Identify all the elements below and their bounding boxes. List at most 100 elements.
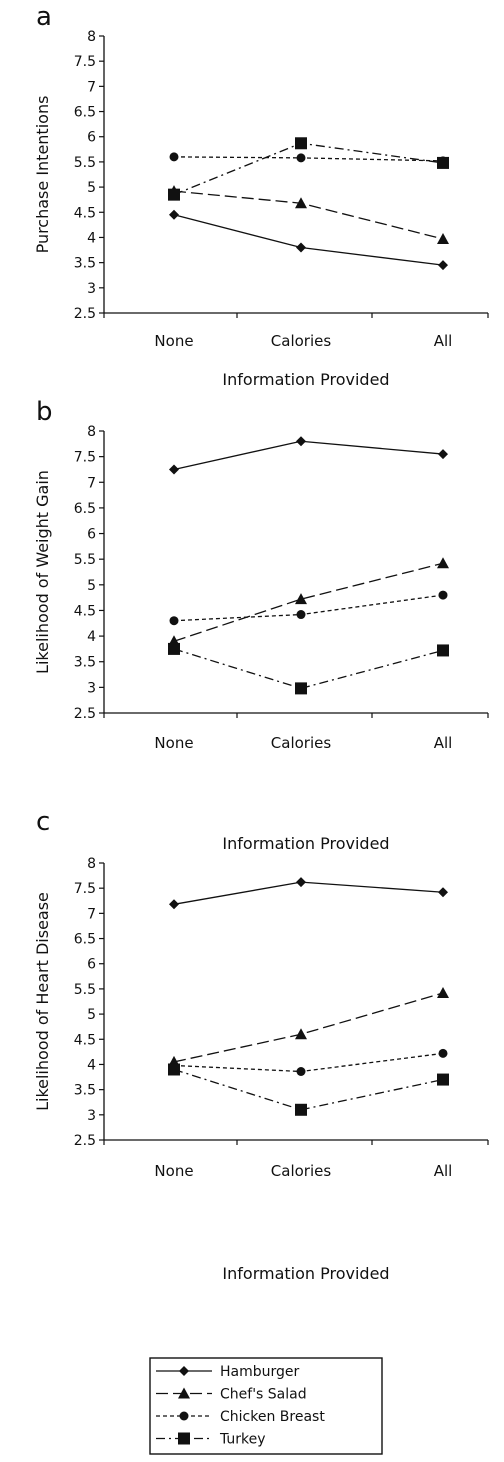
- panel-label: c: [36, 807, 50, 837]
- legend-label: Turkey: [219, 1432, 266, 1448]
- legend-marker: [178, 1432, 190, 1445]
- panel-label: b: [36, 397, 53, 427]
- x-tick-label: None: [154, 332, 193, 350]
- series-line-chef-s-salad: [173, 190, 444, 240]
- y-tick-label: 7.5: [74, 881, 96, 897]
- data-point: [437, 986, 449, 998]
- data-point: [296, 242, 306, 253]
- series-line-hamburger: [173, 214, 444, 266]
- x-tick-label: Calories: [271, 734, 332, 752]
- y-axis-title: Likelihood of Heart Disease: [33, 892, 52, 1111]
- x-tick-label: All: [434, 1162, 453, 1180]
- y-tick-label: 3.5: [74, 256, 96, 272]
- legend-marker: [179, 1411, 189, 1421]
- data-point: [295, 1103, 307, 1116]
- data-point: [296, 436, 306, 447]
- data-point: [169, 464, 179, 475]
- y-tick-label: 7.5: [74, 54, 96, 70]
- data-point: [296, 153, 306, 163]
- y-tick-label: 5.5: [74, 552, 96, 568]
- data-point: [437, 1073, 449, 1086]
- y-tick-label: 5.5: [74, 155, 96, 171]
- data-point: [438, 1048, 448, 1058]
- x-axis-title: Information Provided: [222, 834, 389, 853]
- data-point: [169, 899, 179, 910]
- data-point: [437, 232, 449, 244]
- y-tick-label: 8: [87, 29, 96, 45]
- y-tick-label: 6.5: [74, 932, 96, 948]
- y-tick-label: 3: [87, 281, 96, 297]
- data-point: [295, 197, 307, 209]
- legend-marker: [178, 1387, 190, 1399]
- y-tick-label: 4.5: [74, 1032, 96, 1048]
- y-tick-label: 5.5: [74, 982, 96, 998]
- data-point: [168, 642, 180, 655]
- y-tick-label: 6.5: [74, 501, 96, 517]
- y-tick-label: 5: [87, 578, 96, 594]
- data-point: [437, 557, 449, 569]
- data-point: [438, 887, 448, 898]
- y-tick-label: 6.5: [74, 105, 96, 121]
- data-point: [169, 152, 179, 162]
- panel-label: a: [36, 2, 52, 32]
- legend-label: Chicken Breast: [220, 1409, 325, 1425]
- x-tick-label: All: [434, 332, 453, 350]
- y-tick-label: 4: [87, 629, 96, 645]
- data-point: [296, 1067, 306, 1077]
- y-tick-label: 3: [87, 680, 96, 696]
- y-tick-label: 6: [87, 527, 96, 543]
- series-line-turkey: [173, 648, 444, 690]
- legend-label: Hamburger: [220, 1364, 300, 1380]
- data-point: [437, 644, 449, 657]
- y-axis-title: Likelihood of Weight Gain: [33, 470, 52, 674]
- y-tick-label: 2.5: [74, 706, 96, 722]
- data-point: [438, 590, 448, 600]
- data-point: [296, 877, 306, 888]
- data-point: [438, 449, 448, 460]
- y-tick-label: 3: [87, 1108, 96, 1124]
- data-point: [169, 209, 179, 220]
- data-point: [295, 682, 307, 695]
- y-tick-label: 2.5: [74, 1133, 96, 1149]
- x-tick-label: All: [434, 734, 453, 752]
- y-tick-label: 3.5: [74, 655, 96, 671]
- y-tick-label: 3.5: [74, 1083, 96, 1099]
- series-line-turkey: [173, 142, 444, 196]
- data-point: [168, 188, 180, 201]
- x-tick-label: None: [154, 1162, 193, 1180]
- legend-label: Chef's Salad: [220, 1387, 307, 1403]
- data-point: [295, 1028, 307, 1040]
- x-tick-label: None: [154, 734, 193, 752]
- data-point: [169, 616, 179, 626]
- data-point: [296, 610, 306, 620]
- x-tick-label: Calories: [271, 332, 332, 350]
- y-tick-label: 7: [87, 79, 96, 95]
- y-tick-label: 7: [87, 475, 96, 491]
- data-point: [438, 260, 448, 271]
- y-tick-label: 2.5: [74, 306, 96, 322]
- series-line-chef-s-salad: [173, 992, 444, 1063]
- y-tick-label: 4.5: [74, 603, 96, 619]
- y-tick-label: 8: [87, 856, 96, 872]
- data-point: [437, 156, 449, 169]
- y-tick-label: 4: [87, 1057, 96, 1073]
- legend-marker: [179, 1366, 189, 1376]
- y-axis-title: Purchase Intentions: [33, 96, 52, 254]
- x-axis-title: Information Provided: [222, 370, 389, 389]
- series-line-chef-s-salad: [173, 562, 444, 642]
- y-tick-label: 4: [87, 230, 96, 246]
- y-tick-label: 8: [87, 424, 96, 440]
- series-line-chicken-breast: [173, 594, 444, 622]
- y-tick-label: 7.5: [74, 450, 96, 466]
- series-line-hamburger: [173, 440, 444, 471]
- data-point: [295, 593, 307, 605]
- series-line-turkey: [173, 1068, 444, 1111]
- x-tick-label: Calories: [271, 1162, 332, 1180]
- data-point: [295, 137, 307, 150]
- y-tick-label: 7: [87, 906, 96, 922]
- y-tick-label: 6: [87, 957, 96, 973]
- series-line-hamburger: [173, 881, 444, 905]
- y-tick-label: 6: [87, 130, 96, 146]
